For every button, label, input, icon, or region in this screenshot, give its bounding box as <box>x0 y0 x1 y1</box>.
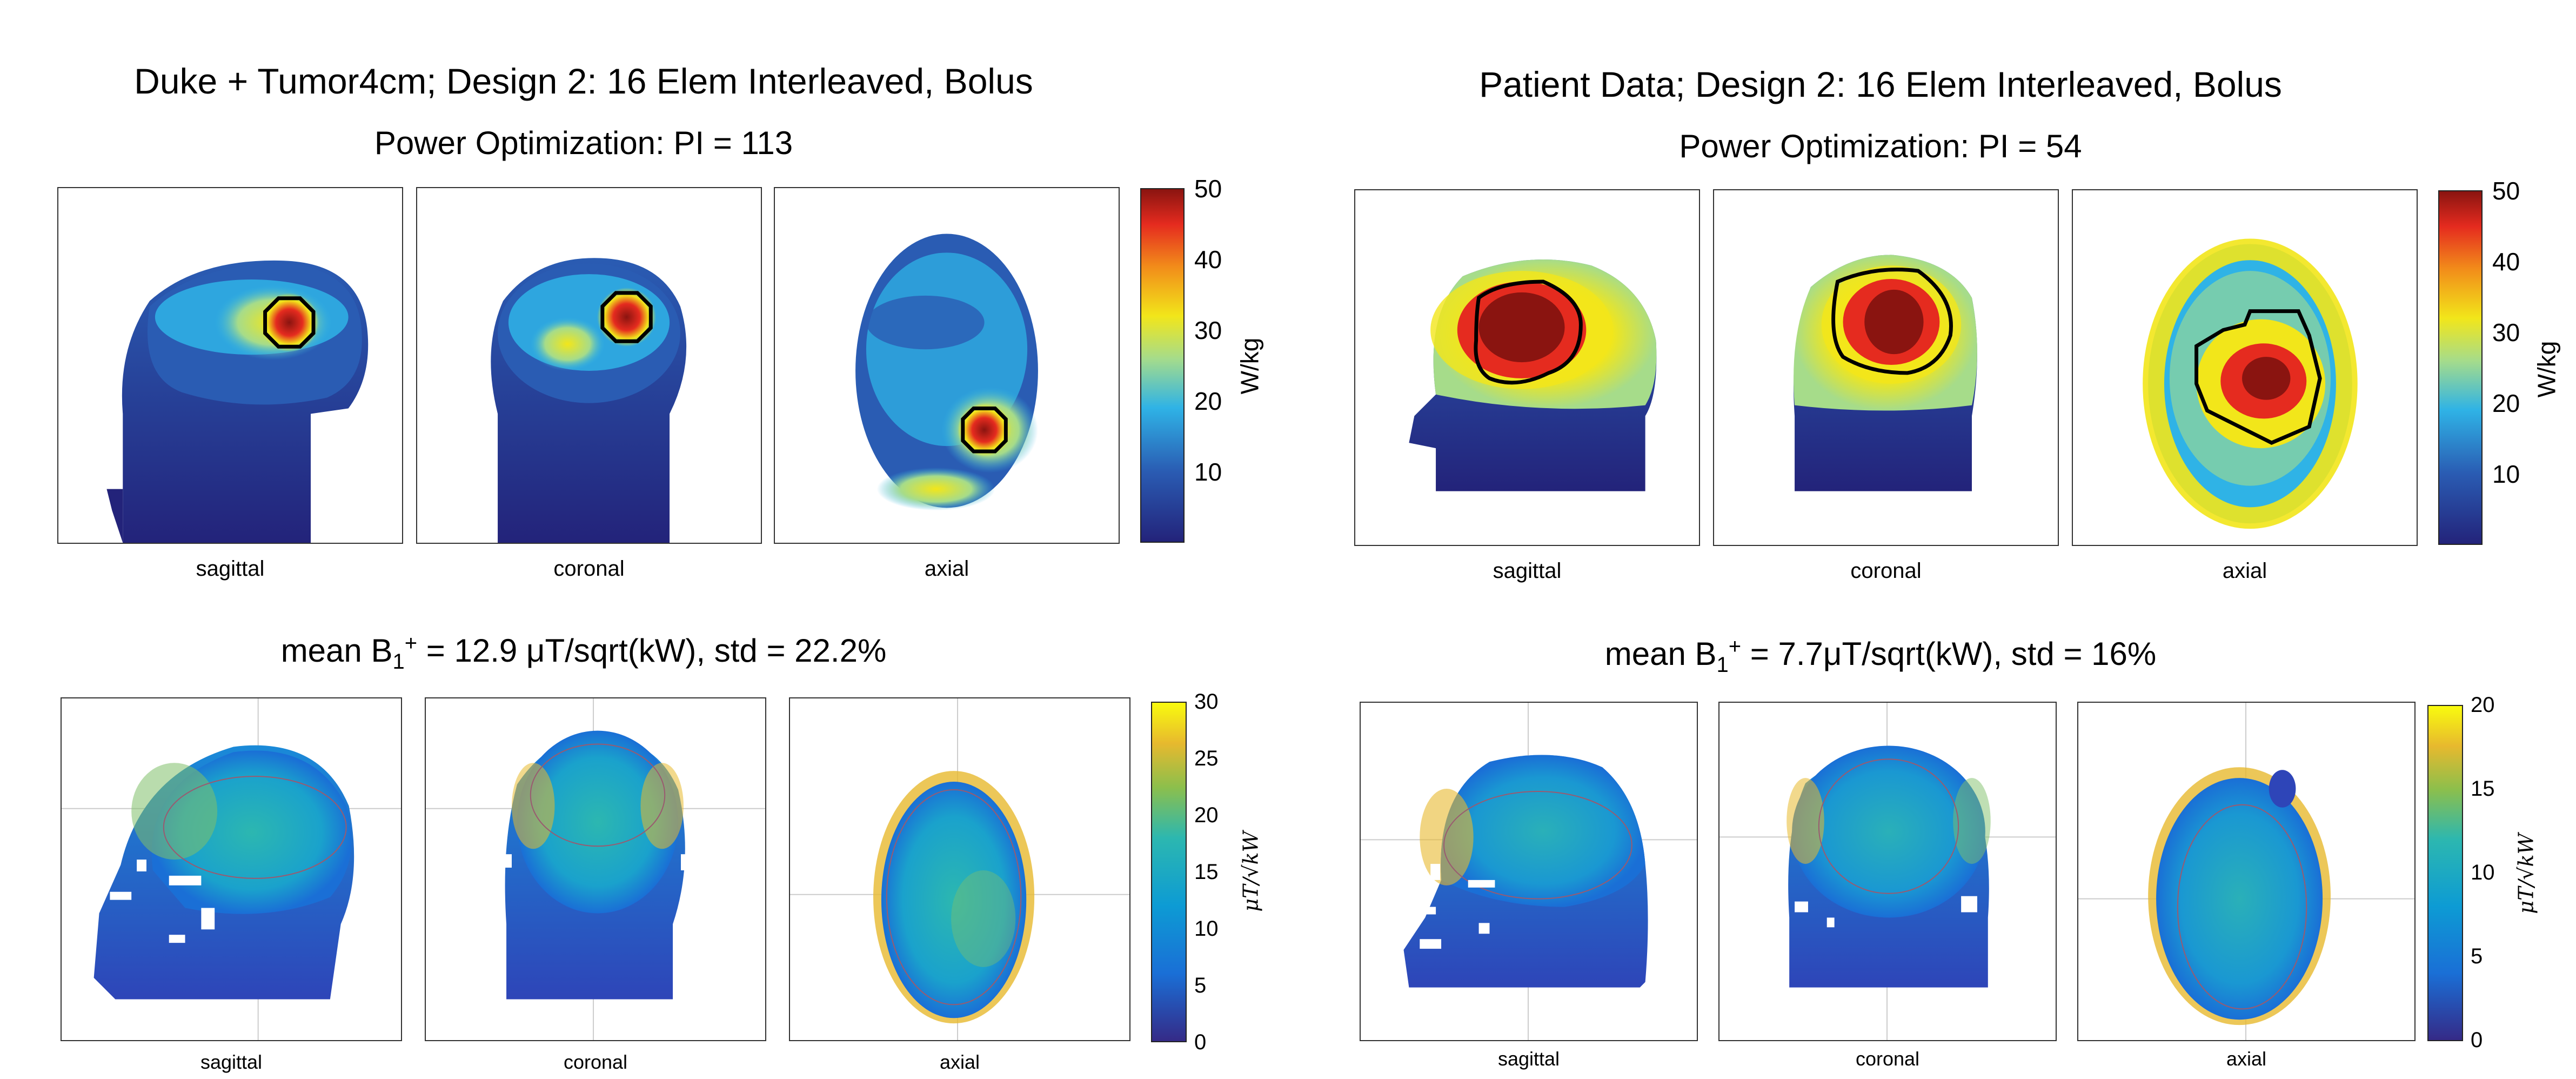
patient-b1-label-sagittal: sagittal <box>1497 1048 1560 1070</box>
patient-figure-title: Patient Data; Design 2: 16 Elem Interlea… <box>1479 64 2282 104</box>
patient-sar-coronal-panel <box>1713 189 2059 546</box>
patient-sar-tick: 40 <box>2492 248 2520 276</box>
duke-b1-label-axial: axial <box>939 1051 980 1073</box>
patient-sar-axial-map <box>2143 238 2358 529</box>
patient-b1-post: = 7.7μT/sqrt(kW), std = 16% <box>1741 636 2157 672</box>
duke-sar-label-axial: axial <box>924 557 969 581</box>
patient-b1-sagittal-panel <box>1360 702 1698 1041</box>
patient-b1-sagittal-map <box>1361 703 1697 1040</box>
patient-power-subtitle: Power Optimization: PI = 54 <box>1679 128 2082 164</box>
patient-sar-label-axial: axial <box>2222 559 2267 583</box>
duke-b1-axial-map <box>790 698 1129 1040</box>
duke-b1-sagittal-panel <box>61 697 402 1041</box>
duke-power-subtitle: Power Optimization: PI = 113 <box>374 125 793 161</box>
patient-b1-axial-map <box>2078 703 2414 1040</box>
duke-sar-tick: 10 <box>1194 458 1222 486</box>
patient-sar-axial-panel <box>2072 189 2418 546</box>
duke-sar-sagittal-map <box>106 260 369 543</box>
duke-sar-label-coronal: coronal <box>553 557 625 581</box>
duke-b1-subtitle: mean B1+ = 12.9 μT/sqrt(kW), std = 22.2% <box>54 631 1113 674</box>
patient-b1-coronal-panel <box>1718 702 2057 1041</box>
duke-sar-axial-map <box>855 234 1038 511</box>
duke-b1-unit: μT/√kW <box>1239 831 1263 912</box>
duke-b1-tick: 0 <box>1194 1030 1207 1054</box>
duke-b1-tick: 20 <box>1194 803 1219 827</box>
duke-b1-tick: 5 <box>1194 974 1207 997</box>
duke-b1-coronal-map <box>426 698 765 1040</box>
patient-b1-tick: 20 <box>2471 693 2495 717</box>
patient-b1-tick: 5 <box>2471 944 2483 968</box>
patient-b1-tick: 15 <box>2471 777 2495 801</box>
duke-figure-title: Duke + Tumor4cm; Design 2: 16 Elem Inter… <box>134 61 1033 101</box>
duke-sar-coronal-panel <box>416 187 762 544</box>
duke-sar-sagittal-panel <box>57 187 403 544</box>
patient-b1-pre: mean B <box>1604 636 1717 672</box>
patient-sar-tick: 50 <box>2492 177 2520 205</box>
patient-b1-subtitle: mean B1+ = 7.7μT/sqrt(kW), std = 16% <box>1351 635 2410 677</box>
patient-sar-label-sagittal: sagittal <box>1493 559 1562 583</box>
duke-sar-axial-panel <box>774 187 1120 544</box>
patient-b1-sup: + <box>1728 635 1742 658</box>
duke-sar-label-sagittal: sagittal <box>196 557 265 581</box>
duke-sar-tick: 20 <box>1194 387 1222 415</box>
duke-b1-coronal-panel <box>425 697 766 1041</box>
patient-sar-unit: W/kg <box>2532 341 2561 398</box>
duke-b1-sagittal-map <box>62 698 401 1040</box>
duke-b1-label-coronal: coronal <box>563 1051 628 1073</box>
patient-sar-coronal-map <box>1794 255 1977 491</box>
patient-sar-sagittal-map <box>1409 259 1657 491</box>
patient-b1-tick: 0 <box>2471 1028 2483 1052</box>
patient-b1-sub: 1 <box>1716 653 1729 677</box>
duke-sar-colorbar <box>1140 188 1185 543</box>
duke-sar-coronal-map <box>491 258 687 543</box>
patient-b1-axial-panel <box>2077 702 2416 1041</box>
patient-sar-tick: 20 <box>2492 389 2520 417</box>
duke-b1-tick: 15 <box>1194 860 1219 884</box>
duke-b1-axial-panel <box>789 697 1130 1041</box>
patient-b1-unit: μT/√kW <box>2514 833 2538 914</box>
duke-b1-colorbar <box>1151 702 1187 1042</box>
duke-b1-post: = 12.9 μT/sqrt(kW), std = 22.2% <box>417 632 887 669</box>
patient-b1-tick: 10 <box>2471 861 2495 884</box>
duke-b1-tick: 25 <box>1194 747 1219 770</box>
duke-sar-unit: W/kg <box>1235 337 1264 395</box>
duke-b1-sub: 1 <box>392 650 405 674</box>
duke-b1-pre: mean B <box>280 632 393 669</box>
patient-sar-sagittal-panel <box>1354 189 1700 546</box>
patient-sar-tick: 10 <box>2492 460 2520 488</box>
duke-b1-label-sagittal: sagittal <box>200 1051 263 1073</box>
duke-sar-tick: 50 <box>1194 175 1222 203</box>
patient-b1-coronal-map <box>1719 703 2056 1040</box>
duke-sar-tick: 40 <box>1194 245 1222 274</box>
duke-b1-tick: 10 <box>1194 917 1219 941</box>
duke-sar-tick: 30 <box>1194 316 1222 344</box>
patient-sar-tick: 30 <box>2492 318 2520 347</box>
patient-b1-colorbar <box>2427 705 2463 1041</box>
patient-b1-label-axial: axial <box>2226 1048 2267 1070</box>
patient-sar-label-coronal: coronal <box>1850 559 1922 583</box>
patient-b1-label-coronal: coronal <box>1855 1048 1920 1070</box>
patient-sar-colorbar <box>2438 190 2483 545</box>
duke-b1-sup: + <box>404 631 418 655</box>
duke-b1-tick: 30 <box>1194 690 1219 714</box>
